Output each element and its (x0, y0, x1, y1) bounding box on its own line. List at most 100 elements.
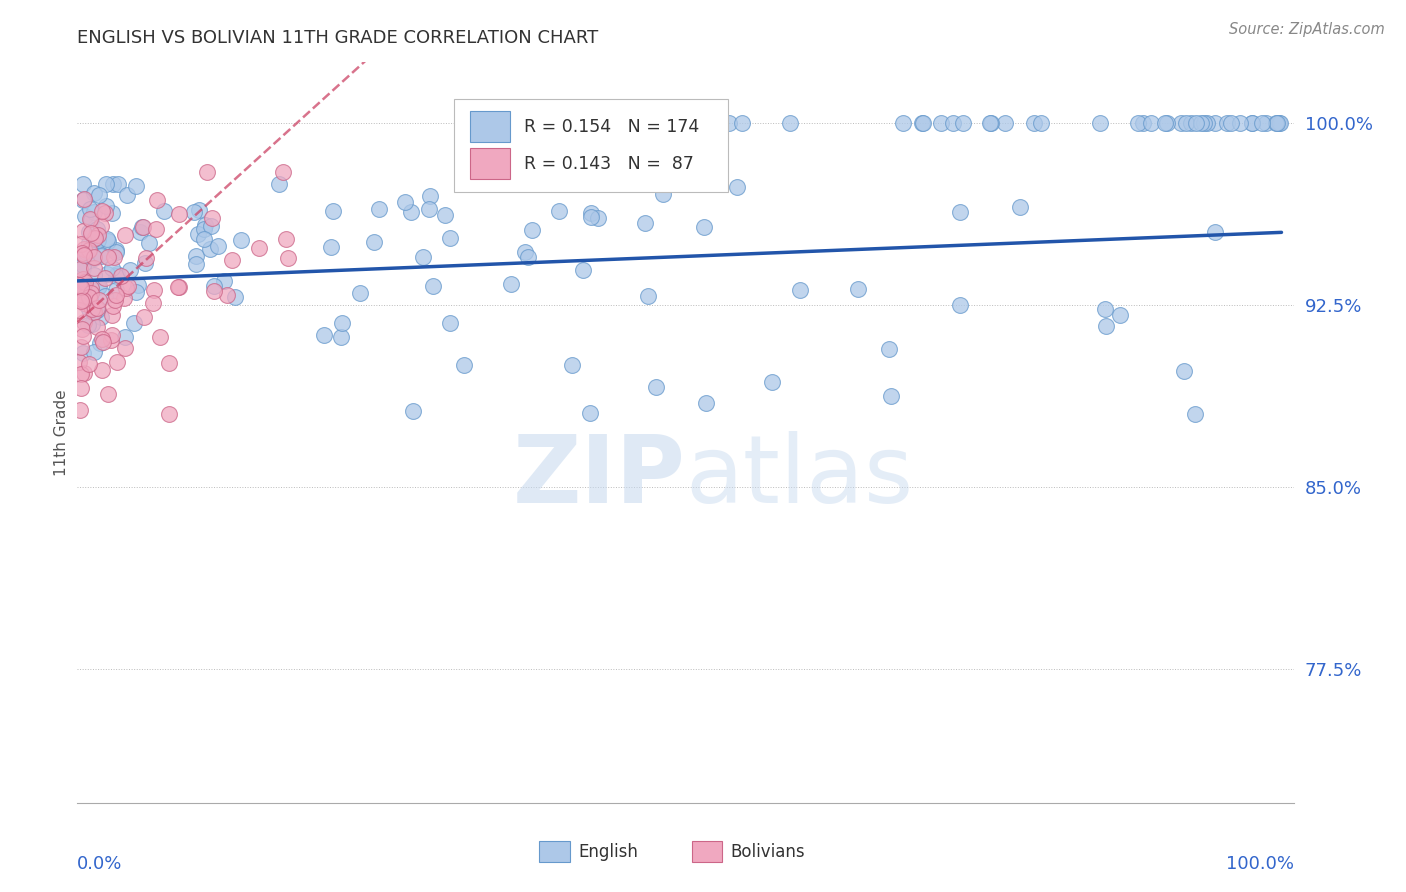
Point (952, 116, 974, 130)
Point (86, 303, 108, 318)
Point (91, 204, 114, 219)
Point (200, 211, 222, 225)
Point (942, 116, 965, 130)
Point (134, 255, 156, 269)
Point (75, 247, 97, 261)
Point (931, 116, 953, 130)
Point (195, 164, 218, 178)
Point (419, 188, 441, 202)
Point (731, 116, 754, 130)
Point (979, 116, 1001, 130)
Point (104, 244, 127, 259)
Point (87, 187, 110, 202)
Point (79, 241, 101, 255)
Point (198, 242, 221, 256)
Point (1195, 116, 1218, 130)
Point (73, 366, 96, 380)
Point (725, 180, 748, 194)
Point (117, 187, 139, 202)
Point (142, 283, 165, 297)
Point (1170, 116, 1192, 130)
Point (75, 275, 97, 289)
Point (224, 289, 246, 303)
Point (67, 277, 90, 292)
Point (79, 212, 101, 227)
Point (1173, 364, 1195, 378)
Point (131, 220, 153, 235)
Point (1241, 116, 1264, 130)
Point (101, 206, 124, 220)
Point (105, 269, 128, 284)
Point (1229, 116, 1251, 130)
FancyBboxPatch shape (470, 148, 510, 179)
Point (893, 116, 915, 130)
Point (79, 202, 101, 217)
Point (96, 232, 118, 246)
Point (124, 179, 146, 194)
Point (146, 194, 169, 208)
Point (267, 177, 290, 191)
Point (73, 192, 96, 206)
Point (561, 358, 583, 372)
Point (167, 280, 190, 294)
Point (149, 330, 172, 344)
Point (87, 279, 110, 293)
Point (117, 278, 139, 293)
Point (1132, 116, 1154, 130)
Point (1156, 116, 1178, 130)
Point (402, 404, 425, 418)
Point (652, 186, 675, 201)
FancyBboxPatch shape (470, 112, 510, 143)
Text: ENGLISH VS BOLIVIAN 11TH GRADE CORRELATION CHART: ENGLISH VS BOLIVIAN 11TH GRADE CORRELATI… (77, 29, 599, 47)
Point (89, 336, 111, 351)
Point (193, 232, 215, 246)
Point (80, 281, 103, 295)
Point (142, 296, 165, 310)
Point (186, 249, 208, 263)
Point (100, 260, 122, 275)
Text: atlas: atlas (686, 431, 914, 523)
Point (145, 222, 167, 236)
Point (1184, 407, 1206, 421)
Point (548, 204, 571, 219)
Point (73, 248, 96, 262)
Point (200, 219, 222, 234)
Point (1268, 116, 1291, 130)
Point (107, 177, 129, 191)
Point (645, 380, 668, 394)
Point (73, 314, 96, 328)
Point (217, 288, 239, 302)
Point (418, 202, 440, 217)
Point (412, 250, 434, 264)
Point (134, 310, 156, 324)
Point (70, 340, 93, 354)
Point (1256, 116, 1278, 130)
Point (193, 221, 215, 235)
Point (581, 206, 603, 220)
Point (83, 252, 105, 266)
Point (1189, 116, 1212, 130)
Point (695, 396, 717, 410)
Point (97, 386, 120, 401)
Point (129, 225, 152, 239)
Point (96, 267, 118, 281)
Point (186, 257, 208, 271)
Point (72, 285, 94, 299)
Point (221, 253, 243, 268)
Point (94, 205, 117, 219)
Point (70, 381, 93, 395)
Point (77, 357, 100, 371)
Point (1022, 116, 1045, 130)
Point (90, 219, 112, 234)
Point (94, 289, 117, 303)
Point (94, 199, 117, 213)
Point (167, 206, 190, 220)
Point (83, 205, 105, 219)
Point (1185, 116, 1208, 130)
Point (330, 316, 353, 330)
Point (77, 301, 100, 316)
Point (194, 219, 217, 233)
Text: 100.0%: 100.0% (1226, 855, 1294, 872)
Point (761, 375, 783, 389)
Point (69, 236, 91, 251)
